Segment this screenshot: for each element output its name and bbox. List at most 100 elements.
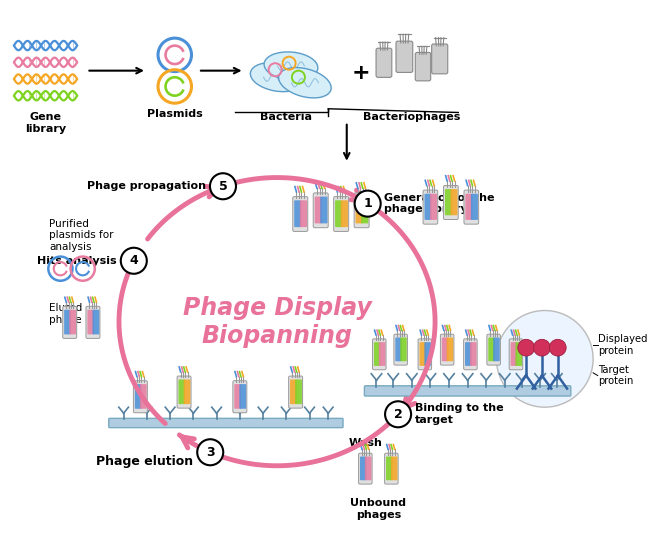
FancyBboxPatch shape — [493, 337, 500, 361]
FancyBboxPatch shape — [135, 384, 142, 409]
Circle shape — [121, 248, 147, 274]
FancyBboxPatch shape — [430, 194, 437, 220]
FancyBboxPatch shape — [179, 380, 185, 404]
FancyBboxPatch shape — [391, 456, 398, 480]
FancyBboxPatch shape — [365, 386, 571, 396]
Ellipse shape — [250, 63, 304, 92]
FancyBboxPatch shape — [92, 310, 99, 335]
FancyBboxPatch shape — [133, 381, 148, 413]
Circle shape — [549, 339, 566, 356]
FancyBboxPatch shape — [509, 339, 523, 370]
Text: Bacteriophages: Bacteriophages — [363, 113, 460, 123]
FancyBboxPatch shape — [418, 339, 432, 370]
FancyBboxPatch shape — [432, 44, 448, 74]
FancyBboxPatch shape — [396, 41, 413, 72]
FancyBboxPatch shape — [354, 193, 369, 228]
Text: Target
protein: Target protein — [598, 365, 633, 386]
Text: 2: 2 — [394, 408, 402, 421]
FancyBboxPatch shape — [376, 48, 392, 77]
FancyBboxPatch shape — [333, 196, 348, 231]
FancyBboxPatch shape — [424, 194, 432, 220]
Text: 3: 3 — [206, 446, 215, 459]
FancyBboxPatch shape — [233, 381, 247, 413]
Text: Phage propagation: Phage propagation — [87, 181, 206, 191]
FancyBboxPatch shape — [87, 310, 94, 335]
Text: Phage elution: Phage elution — [96, 455, 194, 468]
Text: Gene
library: Gene library — [25, 113, 66, 134]
Text: 5: 5 — [218, 180, 227, 193]
Text: 4: 4 — [129, 254, 138, 268]
FancyBboxPatch shape — [361, 196, 369, 224]
FancyBboxPatch shape — [487, 334, 501, 365]
FancyBboxPatch shape — [515, 342, 522, 366]
FancyBboxPatch shape — [465, 194, 473, 220]
FancyBboxPatch shape — [356, 196, 363, 224]
Text: Generation of the
phage library: Generation of the phage library — [384, 193, 495, 214]
Ellipse shape — [279, 68, 332, 98]
FancyBboxPatch shape — [385, 453, 398, 484]
FancyBboxPatch shape — [289, 376, 303, 408]
FancyBboxPatch shape — [320, 196, 328, 224]
FancyBboxPatch shape — [359, 453, 372, 484]
Circle shape — [197, 439, 223, 465]
FancyBboxPatch shape — [64, 310, 71, 335]
FancyBboxPatch shape — [450, 189, 458, 215]
FancyBboxPatch shape — [290, 380, 297, 404]
Text: 1: 1 — [363, 197, 372, 210]
FancyBboxPatch shape — [292, 196, 307, 231]
FancyBboxPatch shape — [374, 342, 380, 366]
Text: +: + — [352, 63, 370, 83]
FancyBboxPatch shape — [294, 200, 302, 227]
FancyBboxPatch shape — [140, 384, 147, 409]
Text: Displayed
protein: Displayed protein — [598, 334, 647, 356]
FancyBboxPatch shape — [70, 310, 76, 335]
FancyBboxPatch shape — [464, 190, 478, 224]
FancyBboxPatch shape — [295, 380, 302, 404]
FancyBboxPatch shape — [394, 334, 408, 365]
FancyBboxPatch shape — [63, 306, 77, 339]
Text: Phage Display
Biopanning: Phage Display Biopanning — [183, 296, 371, 347]
FancyBboxPatch shape — [471, 194, 478, 220]
FancyBboxPatch shape — [395, 337, 402, 361]
FancyBboxPatch shape — [365, 456, 371, 480]
FancyBboxPatch shape — [447, 337, 453, 361]
Text: Purified
plasmids for
analysis: Purified plasmids for analysis — [49, 219, 114, 252]
FancyBboxPatch shape — [335, 200, 343, 227]
FancyBboxPatch shape — [313, 193, 328, 228]
FancyBboxPatch shape — [511, 342, 517, 366]
Circle shape — [518, 339, 534, 356]
FancyBboxPatch shape — [372, 339, 386, 370]
Text: Plasmids: Plasmids — [147, 109, 203, 119]
Circle shape — [497, 310, 593, 407]
FancyBboxPatch shape — [423, 190, 437, 224]
FancyBboxPatch shape — [443, 185, 458, 219]
Circle shape — [385, 401, 411, 427]
FancyBboxPatch shape — [183, 380, 190, 404]
FancyBboxPatch shape — [234, 384, 241, 409]
FancyBboxPatch shape — [300, 200, 307, 227]
FancyBboxPatch shape — [86, 306, 100, 339]
Text: Hits analysis: Hits analysis — [38, 256, 117, 266]
Text: Wash: Wash — [348, 437, 382, 447]
FancyBboxPatch shape — [400, 337, 407, 361]
FancyBboxPatch shape — [341, 200, 348, 227]
FancyBboxPatch shape — [424, 342, 431, 366]
Circle shape — [210, 173, 236, 199]
FancyBboxPatch shape — [488, 337, 495, 361]
Ellipse shape — [264, 52, 318, 80]
Text: Eluted
phage: Eluted phage — [49, 303, 83, 325]
FancyBboxPatch shape — [465, 342, 472, 366]
FancyBboxPatch shape — [360, 456, 367, 480]
FancyBboxPatch shape — [442, 337, 448, 361]
FancyBboxPatch shape — [415, 52, 431, 81]
FancyBboxPatch shape — [239, 384, 246, 409]
FancyBboxPatch shape — [177, 376, 191, 408]
FancyBboxPatch shape — [470, 342, 476, 366]
FancyBboxPatch shape — [441, 334, 454, 365]
FancyBboxPatch shape — [315, 196, 322, 224]
Text: Bacteria: Bacteria — [260, 113, 312, 123]
Circle shape — [534, 339, 551, 356]
FancyBboxPatch shape — [386, 456, 393, 480]
Text: Binding to the
target: Binding to the target — [415, 403, 504, 425]
FancyBboxPatch shape — [109, 418, 343, 428]
